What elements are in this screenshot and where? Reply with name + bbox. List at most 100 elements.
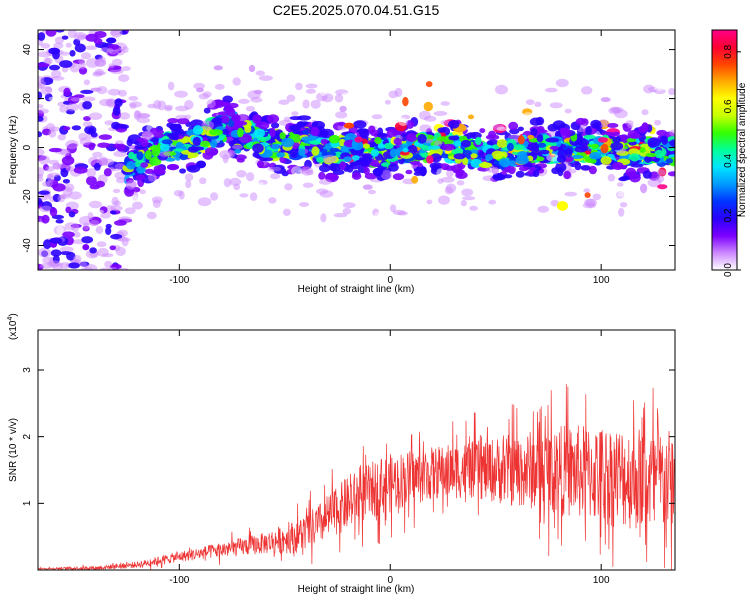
spectrogram-cell (351, 155, 360, 161)
spectrogram-cell (128, 151, 135, 160)
spectrogram-cell (141, 130, 154, 141)
spectrogram-cell (38, 76, 45, 83)
spectrogram-cell (270, 173, 281, 180)
spectrogram-cell (353, 120, 367, 129)
spectrogram-cell (535, 156, 545, 162)
spectrogram-cell (460, 139, 472, 148)
spectrogram-cell (625, 167, 637, 177)
spectrogram-cell (661, 135, 668, 145)
spectrogram-cell (525, 99, 535, 105)
spectrogram-cell (186, 164, 201, 173)
y-tick-label: 20 (22, 93, 33, 105)
spectrogram-cell (232, 77, 241, 86)
figure-title: C2E5.2025.070.04.51.G15 (273, 2, 440, 18)
spectrogram-cell (258, 75, 273, 81)
spectrogram-cell (95, 225, 104, 235)
spectrogram-cell (372, 167, 384, 177)
spectrogram-cell (222, 128, 229, 135)
spectrogram-cell (38, 32, 46, 41)
spectrogram-cell (424, 138, 434, 144)
spectrogram-cell (654, 85, 665, 91)
spectrogram-cell (667, 171, 675, 177)
spectrogram-cell (48, 129, 57, 138)
spectrogram-cell (648, 141, 657, 148)
spectrogram-cell (167, 118, 179, 124)
spectrogram-cell (654, 119, 662, 126)
spectrogram-cell (114, 98, 123, 107)
spectrogram-cell (302, 99, 310, 109)
spectrogram-cell (69, 50, 76, 57)
spectrogram-cell (444, 186, 453, 195)
spectrogram-cell (238, 114, 248, 122)
spectrogram-cell (82, 121, 93, 128)
spectrogram-cell (506, 142, 514, 152)
spectrogram-cell (192, 125, 204, 135)
spectrogram-cell (50, 70, 62, 79)
spectrogram-cell (628, 148, 640, 156)
spectrogram-cell (62, 126, 71, 131)
spectrogram-cell (617, 190, 625, 198)
spectrogram-cell (197, 197, 212, 207)
spectrogram-cell (234, 148, 241, 154)
spectrogram-cell (111, 58, 123, 66)
spectrogram-cell (342, 202, 356, 209)
spectrogram-cell (110, 30, 123, 38)
spectrogram-cell (607, 123, 619, 128)
spectrogram-cell (146, 211, 157, 220)
spectrogram-cell (38, 131, 43, 138)
spectrogram-cell (342, 208, 352, 215)
spectrogram-cell (380, 170, 393, 180)
spectrogram-cell (585, 126, 592, 136)
spectrogram-cell (176, 117, 190, 125)
spectrogram-cell (612, 136, 622, 143)
spectrogram-cell (436, 168, 445, 179)
spectrogram-cell (600, 97, 611, 103)
spectrogram-cell (220, 115, 230, 124)
spectrogram-cell (437, 127, 447, 133)
x-tick-label: 100 (593, 575, 610, 586)
spectrogram-cell (114, 220, 127, 226)
spectrogram-cell (174, 90, 188, 98)
spectrogram-cell (85, 45, 98, 51)
spectrogram-cell (86, 175, 97, 186)
spectrogram-cell (302, 182, 314, 188)
spectrogram-cell (276, 152, 286, 158)
spectrogram-cell (359, 128, 370, 138)
spectrogram-cell (178, 190, 185, 200)
spectrogram-cell (547, 123, 559, 132)
spectrogram-cell (371, 159, 380, 167)
snr-x-label: Height of straight line (km) (298, 584, 415, 595)
spectrogram-cell (57, 194, 66, 203)
spectrogram-cell (38, 197, 43, 206)
spectrogram-cell (434, 140, 443, 148)
spectrogram-cell (108, 267, 118, 270)
spectrogram-cell (65, 165, 74, 172)
spectrogram-cell (373, 211, 386, 222)
spectrogram-cell (59, 105, 69, 113)
spectrogram-cell (448, 120, 460, 129)
spectrogram-cell (454, 140, 462, 147)
spectrogram-cell (284, 183, 293, 191)
spectrogram-cell (597, 137, 609, 143)
spectrogram-cell (78, 61, 86, 70)
spectrogram-cell (79, 137, 92, 146)
spectrogram-cell (38, 190, 50, 195)
spectrogram-cell (245, 105, 255, 112)
spectrogram-cell (48, 47, 61, 55)
spectrogram-cell (618, 177, 628, 182)
y-tick-label: -20 (22, 189, 33, 204)
spectrogram-cell (388, 163, 399, 172)
spectrogram-cell (112, 188, 121, 194)
spectrogram-cell (496, 126, 507, 131)
spectrogram-cell (90, 87, 102, 92)
spectrogram-cell (574, 146, 587, 153)
spectrogram-cell (246, 172, 255, 182)
snr-y-label: SNR (10 * v/v) (8, 418, 19, 482)
spectrogram-cell (248, 64, 256, 73)
spectrogram-cell (424, 115, 437, 122)
spectrogram-cell (349, 161, 358, 167)
spectrogram-cell (115, 246, 126, 256)
spectrogram-cell (619, 202, 628, 208)
spectrogram-cell (89, 247, 97, 254)
